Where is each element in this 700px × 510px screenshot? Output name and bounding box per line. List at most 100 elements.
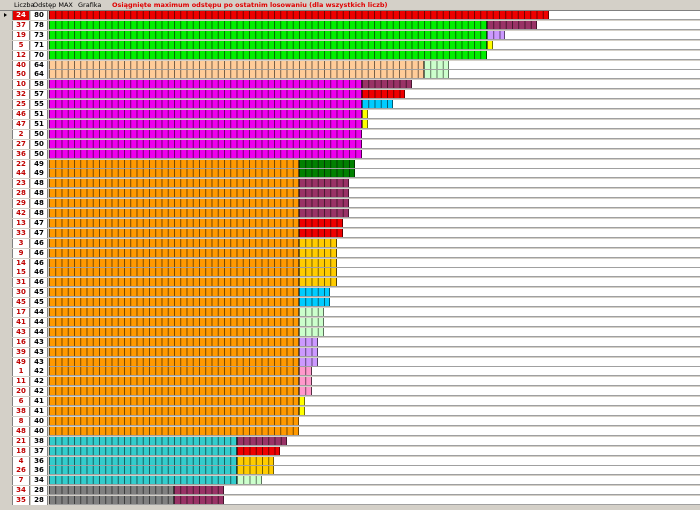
row-selector[interactable] (0, 436, 13, 446)
table-row[interactable]: 27 50 (0, 139, 700, 149)
table-row[interactable]: 44 49 (0, 169, 700, 179)
max-gap-cell[interactable]: 70 (31, 50, 48, 60)
table-row[interactable]: 46 51 (0, 110, 700, 119)
number-cell[interactable]: 23 (13, 179, 30, 189)
table-row[interactable]: 37 78 (0, 20, 700, 30)
row-selector[interactable] (0, 407, 13, 416)
table-row[interactable]: 9 46 (0, 248, 700, 258)
number-cell[interactable]: 4 (13, 456, 30, 466)
number-cell[interactable]: 25 (13, 100, 30, 110)
max-gap-cell[interactable]: 44 (31, 327, 48, 337)
number-cell[interactable]: 37 (13, 20, 30, 30)
max-gap-cell[interactable]: 28 (31, 496, 48, 506)
number-cell[interactable]: 27 (13, 139, 30, 149)
max-gap-cell[interactable]: 46 (31, 238, 48, 248)
table-row[interactable]: 2 50 (0, 129, 700, 139)
max-gap-cell[interactable]: 34 (31, 476, 48, 486)
row-selector[interactable] (0, 337, 13, 347)
max-gap-cell[interactable]: 38 (31, 436, 48, 446)
number-cell[interactable]: 28 (13, 189, 30, 199)
max-gap-cell[interactable]: 45 (31, 298, 48, 308)
row-selector[interactable] (0, 357, 13, 367)
table-row[interactable]: 12 70 (0, 50, 700, 60)
table-row[interactable]: 26 36 (0, 466, 700, 476)
max-gap-cell[interactable]: 58 (31, 80, 48, 90)
max-gap-cell[interactable]: 47 (31, 218, 48, 228)
number-cell[interactable]: 40 (13, 60, 30, 70)
max-gap-cell[interactable]: 43 (31, 347, 48, 357)
max-gap-cell[interactable]: 46 (31, 278, 48, 288)
number-cell[interactable]: 6 (13, 397, 30, 407)
row-selector[interactable] (0, 159, 13, 169)
table-row[interactable]: 18 37 (0, 446, 700, 456)
max-gap-cell[interactable]: 73 (31, 30, 48, 40)
max-gap-cell[interactable]: 40 (31, 416, 48, 426)
number-cell[interactable]: 50 (13, 70, 30, 80)
table-row[interactable]: 17 44 (0, 308, 700, 317)
table-row[interactable]: 4 36 (0, 456, 700, 466)
max-gap-cell[interactable]: 48 (31, 209, 48, 218)
max-gap-cell[interactable]: 51 (31, 119, 48, 129)
table-row[interactable]: 35 28 (0, 496, 700, 506)
max-gap-cell[interactable]: 44 (31, 317, 48, 327)
number-cell[interactable]: 33 (13, 228, 30, 238)
data-grid[interactable]: 24 80 37 78 19 73 5 71 12 70 40 64 50 64 10 58 32 57 25 55 4… (0, 11, 700, 510)
max-gap-cell[interactable]: 45 (31, 288, 48, 298)
max-gap-cell[interactable]: 42 (31, 377, 48, 387)
table-row[interactable]: 34 28 (0, 486, 700, 496)
max-gap-cell[interactable]: 46 (31, 248, 48, 258)
number-cell[interactable]: 3 (13, 238, 30, 248)
max-gap-cell[interactable]: 40 (31, 426, 48, 436)
table-row[interactable]: 21 38 (0, 436, 700, 446)
table-row[interactable]: 23 48 (0, 179, 700, 189)
table-row[interactable]: 3 46 (0, 238, 700, 248)
number-cell[interactable]: 26 (13, 466, 30, 476)
row-selector[interactable] (0, 209, 13, 218)
number-cell[interactable]: 44 (13, 169, 30, 179)
number-cell[interactable]: 10 (13, 80, 30, 90)
row-selector[interactable] (0, 397, 13, 407)
column-header-graphic[interactable]: Grafika (78, 1, 102, 9)
max-gap-cell[interactable]: 46 (31, 268, 48, 278)
row-selector[interactable] (0, 218, 13, 228)
number-cell[interactable]: 43 (13, 327, 30, 337)
table-row[interactable]: 13 47 (0, 218, 700, 228)
table-row[interactable]: 19 73 (0, 30, 700, 40)
row-selector[interactable] (0, 129, 13, 139)
number-cell[interactable]: 39 (13, 347, 30, 357)
table-row[interactable]: 38 41 (0, 407, 700, 416)
table-row[interactable]: 5 71 (0, 40, 700, 50)
number-cell[interactable]: 13 (13, 218, 30, 228)
table-row[interactable]: 8 40 (0, 416, 700, 426)
number-cell[interactable]: 9 (13, 248, 30, 258)
number-cell[interactable]: 31 (13, 278, 30, 288)
number-cell[interactable]: 24 (13, 11, 30, 20)
row-selector[interactable] (0, 367, 13, 377)
max-gap-cell[interactable]: 48 (31, 199, 48, 209)
number-cell[interactable]: 41 (13, 317, 30, 327)
row-selector[interactable] (0, 90, 13, 100)
number-cell[interactable]: 7 (13, 476, 30, 486)
number-cell[interactable]: 30 (13, 288, 30, 298)
max-gap-cell[interactable]: 36 (31, 456, 48, 466)
column-header-max-gap[interactable]: Odstęp MAX (33, 1, 73, 9)
row-selector[interactable] (0, 466, 13, 476)
row-selector[interactable] (0, 298, 13, 308)
max-gap-cell[interactable]: 71 (31, 40, 48, 50)
table-row[interactable]: 43 44 (0, 327, 700, 337)
max-gap-cell[interactable]: 50 (31, 129, 48, 139)
max-gap-cell[interactable]: 48 (31, 179, 48, 189)
row-selector[interactable] (0, 416, 13, 426)
table-row[interactable]: 39 43 (0, 347, 700, 357)
table-row[interactable]: 28 48 (0, 189, 700, 199)
number-cell[interactable]: 32 (13, 90, 30, 100)
max-gap-cell[interactable]: 64 (31, 60, 48, 70)
number-cell[interactable]: 34 (13, 486, 30, 496)
number-cell[interactable]: 11 (13, 377, 30, 387)
number-cell[interactable]: 12 (13, 50, 30, 60)
table-row[interactable]: 29 48 (0, 199, 700, 209)
table-row[interactable]: 31 46 (0, 278, 700, 288)
number-cell[interactable]: 14 (13, 258, 30, 268)
table-row[interactable]: 14 46 (0, 258, 700, 268)
max-gap-cell[interactable]: 64 (31, 70, 48, 80)
